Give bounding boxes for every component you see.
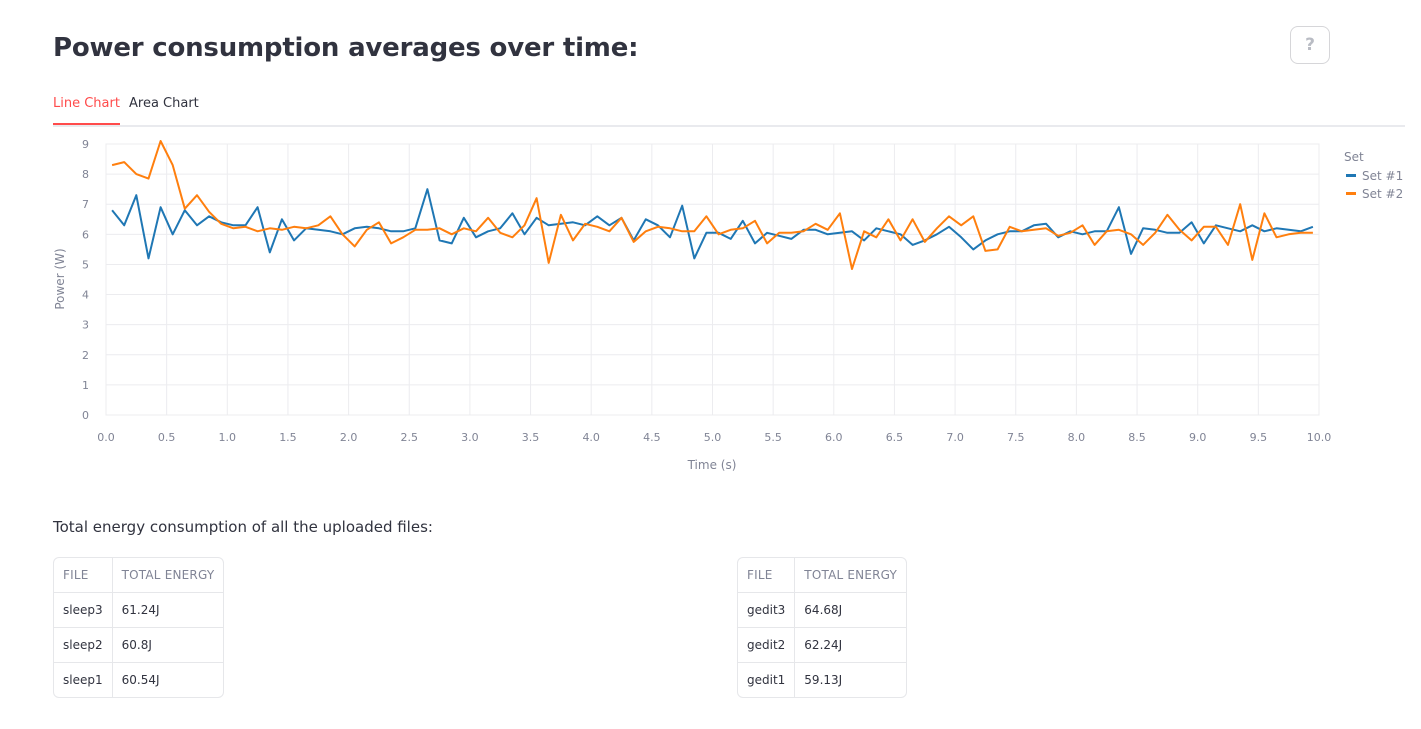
column-header-total-energy[interactable]: TOTAL ENERGY	[795, 558, 907, 593]
y-tick-label: 0	[82, 409, 89, 422]
column-header-file[interactable]: FILE	[54, 558, 113, 593]
energy-cell: 61.24J	[112, 593, 224, 628]
energy-cell: 60.54J	[121, 673, 160, 687]
energy-cell: 62.24J	[795, 628, 907, 663]
legend-swatch-set2	[1346, 192, 1356, 195]
x-tick-label: 1.0	[219, 431, 237, 444]
legend-swatch-set1	[1346, 174, 1356, 177]
power-line-chart: 0 1 2 3 4 5 6 7 8 9 0.0 0.5 1.0 1.5 2.0 2.5 3.0 3.5 4.0 4.5…	[53, 138, 1403, 472]
x-tick-label: 6.5	[886, 431, 904, 444]
column-header-total-energy[interactable]: TOTAL ENERGY	[112, 558, 224, 593]
file-cell: sleep1	[54, 663, 113, 697]
table-row: gedit3 64.68J	[738, 593, 907, 628]
chart-ticks: 0 1 2 3 4 5 6 7 8 9 0.0 0.5 1.0 1.5 2.0 2.5 3.0 3.5 4.0 4.5…	[82, 138, 1331, 444]
x-tick-label: 7.0	[946, 431, 964, 444]
energy-section-label: Total energy consumption of all the uplo…	[53, 518, 433, 536]
x-tick-label: 9.0	[1189, 431, 1207, 444]
energy-cell: 59.13J	[804, 673, 843, 687]
series-line-2	[111, 140, 1313, 270]
table-header-row: FILE TOTAL ENERGY	[738, 558, 907, 593]
file-cell: sleep2	[54, 628, 113, 663]
y-tick-label: 3	[82, 319, 89, 332]
x-tick-label: 3.0	[461, 431, 479, 444]
y-tick-label: 2	[82, 349, 89, 362]
y-tick-label: 9	[82, 138, 89, 151]
file-cell: sleep3	[54, 593, 113, 628]
y-tick-label: 7	[82, 198, 89, 211]
x-tick-label: 4.0	[582, 431, 600, 444]
y-axis-label: Power (W)	[53, 248, 67, 309]
table-row: sleep1 60.54J	[54, 663, 223, 697]
y-tick-label: 4	[82, 289, 89, 302]
table-row: gedit2 62.24J	[738, 628, 907, 663]
table-header-row: FILE TOTAL ENERGY	[54, 558, 224, 593]
x-tick-label: 8.5	[1128, 431, 1146, 444]
x-tick-label: 1.5	[279, 431, 297, 444]
x-tick-label: 9.5	[1250, 431, 1268, 444]
series-line-1	[111, 188, 1314, 260]
x-axis-label: Time (s)	[687, 458, 737, 472]
x-tick-label: 5.5	[764, 431, 782, 444]
table-row: sleep3 61.24J	[54, 593, 224, 628]
table-row: gedit1 59.13J	[738, 663, 906, 697]
tab-area-chart[interactable]: Area Chart	[129, 96, 199, 111]
x-tick-label: 4.5	[643, 431, 661, 444]
y-tick-label: 8	[82, 168, 89, 181]
help-button[interactable]: ?	[1290, 26, 1330, 64]
x-tick-label: 3.5	[522, 431, 540, 444]
table-row: sleep2 60.8J	[54, 628, 224, 663]
x-tick-label: 6.0	[825, 431, 843, 444]
chart-series	[111, 140, 1314, 270]
file-cell: gedit1	[738, 663, 796, 697]
x-tick-label: 0.0	[97, 431, 115, 444]
x-tick-label: 10.0	[1307, 431, 1332, 444]
legend-title: Set	[1344, 150, 1364, 164]
energy-cell: 64.68J	[795, 593, 907, 628]
column-header-file[interactable]: FILE	[738, 558, 796, 593]
file-cell: gedit2	[738, 628, 796, 663]
file-cell: gedit3	[738, 593, 796, 628]
x-tick-label: 8.0	[1068, 431, 1086, 444]
chart-tabs: Line Chart Area Chart	[53, 90, 1405, 127]
energy-table-right: FILE TOTAL ENERGY gedit3 64.68J gedit2 6…	[737, 557, 908, 698]
chart-grid	[105, 143, 1320, 416]
legend-label-set1: Set #1	[1362, 169, 1403, 183]
x-tick-label: 7.5	[1007, 431, 1025, 444]
help-icon: ?	[1305, 35, 1315, 55]
x-tick-label: 2.5	[401, 431, 419, 444]
chart-legend: Set Set #1 Set #2	[1344, 150, 1403, 201]
energy-table-left: FILE TOTAL ENERGY sleep3 61.24J sleep2 6…	[53, 557, 225, 698]
x-tick-label: 5.0	[704, 431, 722, 444]
tab-line-chart[interactable]: Line Chart	[53, 96, 120, 125]
y-tick-label: 1	[82, 379, 89, 392]
y-tick-label: 5	[82, 258, 89, 271]
legend-label-set2: Set #2	[1362, 187, 1403, 201]
x-tick-label: 0.5	[158, 431, 176, 444]
energy-cell: 60.8J	[112, 628, 224, 663]
x-tick-label: 2.0	[340, 431, 358, 444]
page-title: Power consumption averages over time:	[53, 33, 639, 63]
y-tick-label: 6	[82, 228, 89, 241]
